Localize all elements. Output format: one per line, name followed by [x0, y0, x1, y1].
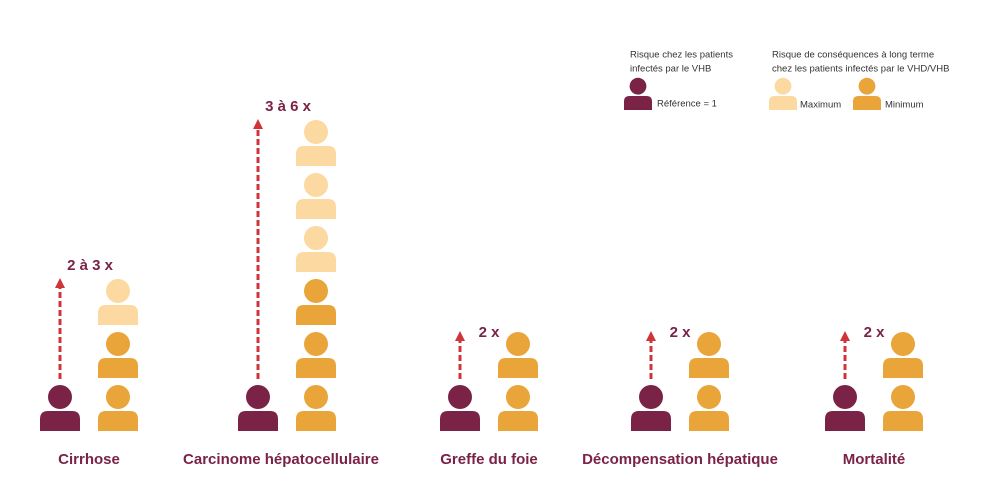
icon-body	[296, 305, 336, 325]
icon-head	[697, 385, 721, 409]
icon-head	[106, 332, 130, 356]
icon-head	[774, 77, 792, 95]
person-icon	[498, 332, 538, 378]
icon-body	[98, 305, 138, 325]
category-label: Mortalité	[843, 451, 906, 468]
icon-body	[624, 96, 652, 110]
legend-text: chez les patients infectés par le VHD/VH…	[772, 64, 949, 75]
arrow-head	[840, 331, 850, 341]
icon-body	[296, 146, 336, 166]
person-icon	[296, 279, 336, 325]
legend-text: Référence = 1	[657, 99, 717, 110]
risk-label: 2 à 3 x	[67, 257, 114, 274]
icon-head	[629, 77, 647, 95]
person-icon	[825, 385, 865, 431]
icon-head	[246, 385, 270, 409]
person-icon	[296, 173, 336, 219]
icon-head	[304, 332, 328, 356]
arrow-head	[253, 119, 263, 129]
legend-text: Risque chez les patients	[630, 50, 733, 61]
person-icon	[883, 385, 923, 431]
icon-head	[891, 332, 915, 356]
risk-label: 2 x	[479, 324, 501, 341]
person-icon	[296, 385, 336, 431]
person-icon	[769, 77, 797, 110]
icon-body	[883, 411, 923, 431]
person-icon	[624, 77, 652, 110]
icon-body	[296, 358, 336, 378]
category-label: Cirrhose	[58, 451, 120, 468]
icon-body	[40, 411, 80, 431]
category-label: Greffe du foie	[440, 451, 538, 468]
icon-body	[440, 411, 480, 431]
icon-head	[506, 332, 530, 356]
icon-head	[639, 385, 663, 409]
person-icon	[40, 385, 80, 431]
person-icon	[296, 120, 336, 166]
person-icon	[98, 279, 138, 325]
icon-body	[238, 411, 278, 431]
legend-text: Minimum	[885, 100, 924, 111]
icon-body	[98, 358, 138, 378]
icon-body	[769, 96, 797, 110]
legend-text: Risque de conséquences à long terme	[772, 50, 934, 61]
risk-label: 2 x	[864, 324, 886, 341]
icon-body	[825, 411, 865, 431]
icon-head	[304, 279, 328, 303]
icon-head	[106, 279, 130, 303]
arrow-head	[55, 278, 65, 288]
icon-head	[448, 385, 472, 409]
icon-head	[304, 120, 328, 144]
icon-body	[296, 411, 336, 431]
person-icon	[631, 385, 671, 431]
icon-body	[853, 96, 881, 110]
icon-head	[891, 385, 915, 409]
risk-label: 2 x	[670, 324, 692, 341]
arrow-head	[455, 331, 465, 341]
person-icon	[98, 385, 138, 431]
icon-head	[304, 385, 328, 409]
icon-head	[48, 385, 72, 409]
icon-head	[304, 173, 328, 197]
icon-body	[631, 411, 671, 431]
arrow-head	[646, 331, 656, 341]
category-label: Décompensation hépatique	[582, 451, 778, 468]
icon-body	[498, 411, 538, 431]
person-icon	[238, 385, 278, 431]
icon-body	[296, 199, 336, 219]
icon-head	[833, 385, 857, 409]
category-label: Carcinome hépatocellulaire	[183, 451, 379, 468]
icon-head	[697, 332, 721, 356]
icon-body	[498, 358, 538, 378]
person-icon	[689, 385, 729, 431]
person-icon	[689, 332, 729, 378]
person-icon	[440, 385, 480, 431]
person-icon	[98, 332, 138, 378]
icon-head	[304, 226, 328, 250]
person-icon	[296, 332, 336, 378]
icon-body	[689, 358, 729, 378]
icon-head	[506, 385, 530, 409]
person-icon	[853, 77, 881, 110]
person-icon	[296, 226, 336, 272]
icon-head	[106, 385, 130, 409]
icon-body	[883, 358, 923, 378]
person-icon	[498, 385, 538, 431]
legend-text: Maximum	[800, 100, 841, 111]
risk-label: 3 à 6 x	[265, 98, 312, 115]
icon-body	[296, 252, 336, 272]
person-icon	[883, 332, 923, 378]
icon-body	[98, 411, 138, 431]
icon-head	[858, 77, 876, 95]
legend-text: infectés par le VHB	[630, 64, 711, 75]
icon-body	[689, 411, 729, 431]
